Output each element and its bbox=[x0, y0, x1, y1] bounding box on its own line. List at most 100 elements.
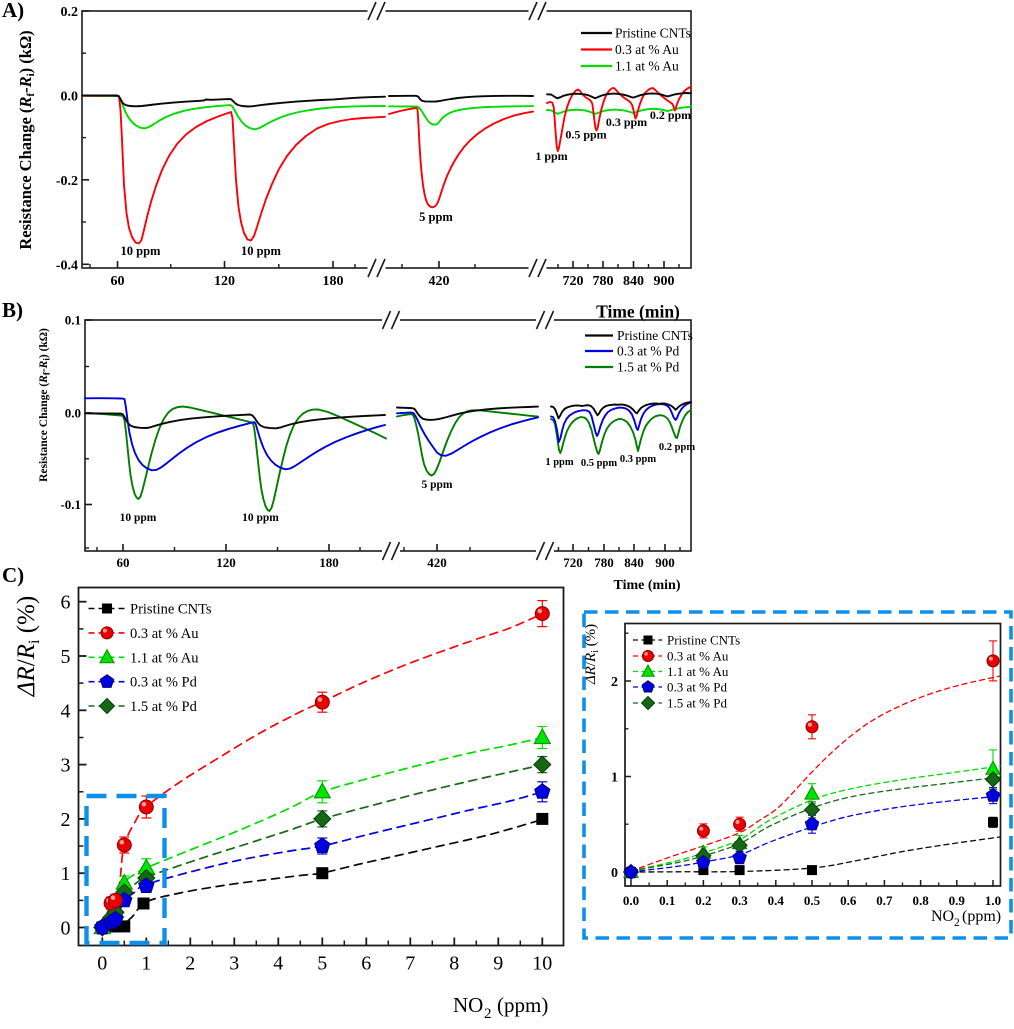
svg-text:3: 3 bbox=[229, 953, 239, 975]
svg-text:60: 60 bbox=[117, 555, 130, 570]
svg-text:900: 900 bbox=[655, 555, 675, 570]
svg-text:6: 6 bbox=[61, 592, 71, 614]
svg-text:Time (min): Time (min) bbox=[596, 302, 680, 322]
svg-text:0: 0 bbox=[61, 918, 71, 940]
svg-text:Time (min): Time (min) bbox=[613, 578, 680, 593]
svg-text:1 ppm: 1 ppm bbox=[545, 457, 574, 468]
svg-text:0.9: 0.9 bbox=[949, 893, 966, 908]
svg-text:Resistance Change (Rf-Ri) (kΩ): Resistance Change (Rf-Ri) (kΩ) bbox=[16, 30, 37, 249]
svg-text:420: 420 bbox=[427, 555, 447, 570]
svg-text:ΔR/Ri (%): ΔR/Ri (%) bbox=[13, 596, 43, 697]
svg-text:0.2: 0.2 bbox=[61, 5, 79, 20]
svg-text:180: 180 bbox=[319, 555, 339, 570]
svg-text:780: 780 bbox=[593, 274, 614, 289]
svg-text:7: 7 bbox=[405, 953, 415, 975]
svg-text:0.5: 0.5 bbox=[804, 893, 821, 908]
svg-text:Pristine CNTs: Pristine CNTs bbox=[667, 633, 740, 648]
svg-text:0.3 at % Au: 0.3 at % Au bbox=[130, 626, 198, 642]
svg-text:5 ppm: 5 ppm bbox=[422, 479, 453, 491]
svg-text:9: 9 bbox=[493, 953, 503, 975]
svg-text:2: 2 bbox=[611, 675, 618, 690]
svg-text:B): B) bbox=[2, 298, 23, 322]
svg-text:120: 120 bbox=[214, 274, 235, 289]
svg-text:0.8: 0.8 bbox=[912, 893, 929, 908]
svg-text:1.5 at % Pd: 1.5 at % Pd bbox=[130, 699, 198, 715]
svg-text:0: 0 bbox=[611, 866, 618, 881]
svg-text:900: 900 bbox=[654, 274, 675, 289]
svg-text:720: 720 bbox=[563, 274, 584, 289]
svg-text:6: 6 bbox=[361, 953, 371, 975]
svg-text:1: 1 bbox=[611, 771, 618, 786]
svg-text:0.1: 0.1 bbox=[659, 893, 675, 908]
svg-text:1 ppm: 1 ppm bbox=[535, 149, 567, 163]
svg-text:0.1: 0.1 bbox=[65, 313, 81, 328]
svg-text:0.3 at % Pd: 0.3 at % Pd bbox=[667, 680, 727, 695]
svg-text:0.3 ppm: 0.3 ppm bbox=[606, 115, 647, 129]
svg-text:4: 4 bbox=[273, 953, 283, 975]
svg-text:A): A) bbox=[2, 0, 24, 22]
svg-text:1: 1 bbox=[141, 953, 151, 975]
svg-text:0.5 ppm: 0.5 ppm bbox=[565, 128, 606, 142]
svg-text:0.0: 0.0 bbox=[623, 893, 639, 908]
svg-text:0.2 ppm: 0.2 ppm bbox=[650, 108, 691, 122]
svg-text:-0.2: -0.2 bbox=[56, 174, 78, 189]
svg-text:2: 2 bbox=[61, 809, 71, 831]
svg-text:Pristine CNTs: Pristine CNTs bbox=[615, 26, 691, 41]
svg-text:5 ppm: 5 ppm bbox=[419, 210, 453, 224]
svg-text:0.3 at % Au: 0.3 at % Au bbox=[615, 42, 679, 57]
svg-text:0.5 ppm: 0.5 ppm bbox=[581, 458, 617, 469]
svg-text:0.3 at % Pd: 0.3 at % Pd bbox=[130, 675, 198, 691]
svg-text:420: 420 bbox=[429, 274, 450, 289]
svg-text:0.2: 0.2 bbox=[695, 893, 711, 908]
svg-text:(ppm): (ppm) bbox=[497, 993, 548, 1017]
svg-text:5: 5 bbox=[317, 953, 327, 975]
svg-text:10 ppm: 10 ppm bbox=[121, 244, 162, 258]
svg-text:840: 840 bbox=[624, 555, 644, 570]
svg-text:3: 3 bbox=[61, 755, 71, 777]
svg-text:0.7: 0.7 bbox=[876, 893, 893, 908]
svg-text:5: 5 bbox=[61, 646, 71, 668]
svg-text:1.5 at % Pd: 1.5 at % Pd bbox=[617, 360, 679, 375]
svg-text:10 ppm: 10 ppm bbox=[242, 512, 279, 524]
svg-text:Pristine CNTs: Pristine CNTs bbox=[130, 602, 212, 618]
svg-text:ΔR/Ri (%): ΔR/Ri (%) bbox=[583, 624, 601, 685]
svg-text:60: 60 bbox=[111, 274, 125, 289]
svg-text:0: 0 bbox=[97, 953, 107, 975]
svg-text:0.3 ppm: 0.3 ppm bbox=[620, 454, 656, 465]
svg-text:0.3 at % Pd: 0.3 at % Pd bbox=[617, 344, 679, 359]
svg-text:8: 8 bbox=[449, 953, 459, 975]
svg-text:120: 120 bbox=[216, 555, 236, 570]
svg-text:1.5 at % Pd: 1.5 at % Pd bbox=[667, 696, 727, 711]
svg-text:10: 10 bbox=[532, 953, 552, 975]
svg-text:0.3: 0.3 bbox=[731, 893, 748, 908]
svg-text:NO: NO bbox=[453, 993, 483, 1017]
svg-text:10 ppm: 10 ppm bbox=[241, 244, 282, 258]
svg-text:0.0: 0.0 bbox=[65, 406, 81, 421]
svg-text:780: 780 bbox=[594, 555, 614, 570]
svg-text:4: 4 bbox=[61, 700, 71, 722]
svg-text:1.0: 1.0 bbox=[985, 893, 1001, 908]
svg-text:C): C) bbox=[2, 563, 24, 587]
svg-text:2: 2 bbox=[484, 1006, 492, 1022]
svg-text:1: 1 bbox=[61, 863, 71, 885]
svg-text:0.0: 0.0 bbox=[61, 90, 79, 105]
svg-text:1.1 at % Au: 1.1 at % Au bbox=[130, 650, 198, 666]
svg-text:Pristine CNTs: Pristine CNTs bbox=[617, 328, 693, 343]
svg-text:2: 2 bbox=[954, 917, 960, 929]
svg-text:0.2 ppm: 0.2 ppm bbox=[659, 442, 695, 453]
svg-text:0.4: 0.4 bbox=[768, 893, 785, 908]
svg-text:720: 720 bbox=[563, 555, 583, 570]
svg-text:840: 840 bbox=[623, 274, 644, 289]
svg-text:1.1 at % Au: 1.1 at % Au bbox=[667, 664, 729, 679]
svg-text:-0.4: -0.4 bbox=[56, 258, 78, 273]
svg-text:0.3 at % Au: 0.3 at % Au bbox=[667, 649, 729, 664]
svg-text:2: 2 bbox=[185, 953, 195, 975]
svg-text:0.6: 0.6 bbox=[840, 893, 857, 908]
svg-text:NO: NO bbox=[931, 908, 954, 925]
svg-text:Resistance Change (Rf-Ri) (kΩ): Resistance Change (Rf-Ri) (kΩ) bbox=[38, 328, 52, 482]
svg-text:-0.1: -0.1 bbox=[60, 497, 81, 512]
svg-text:180: 180 bbox=[323, 274, 344, 289]
svg-text:1.1 at % Au: 1.1 at % Au bbox=[615, 59, 679, 74]
svg-text:10 ppm: 10 ppm bbox=[120, 512, 157, 524]
svg-text:(ppm): (ppm) bbox=[962, 908, 1001, 925]
